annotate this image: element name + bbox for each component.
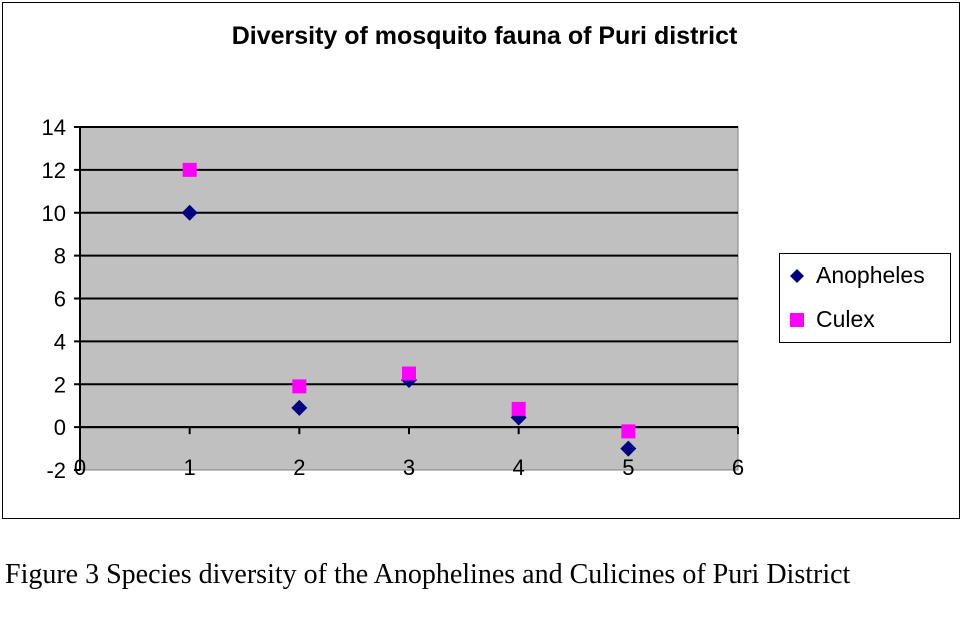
legend-item-culex: Culex [790, 306, 875, 333]
square-marker-icon [790, 306, 804, 333]
y-tick-label: 10 [42, 201, 66, 226]
chart-title: Diversity of mosquito fauna of Puri dist… [231, 22, 738, 50]
x-tick-label: 0 [74, 455, 86, 480]
legend: Anopheles Culex [779, 253, 951, 343]
anopheles-point [181, 204, 198, 221]
chart-frame [2, 2, 960, 519]
x-tick-label: 6 [732, 455, 744, 480]
legend-label: Culex [816, 306, 875, 332]
y-tick-label: 4 [54, 329, 66, 354]
x-tick-label: 5 [622, 455, 634, 480]
y-tick-label: 6 [54, 287, 66, 312]
y-tick-label: 12 [42, 158, 66, 183]
y-tick-label: 2 [54, 372, 66, 397]
x-tick-label: 4 [513, 455, 525, 480]
y-tick-label: 8 [54, 244, 66, 269]
figure-caption: Figure 3 Species diversity of the Anophe… [5, 559, 851, 590]
anopheles-point [620, 440, 637, 457]
y-tick-label: 0 [54, 415, 66, 440]
x-tick-label: 1 [184, 455, 196, 480]
legend-item-anopheles: Anopheles [790, 262, 925, 289]
culex-point [182, 162, 197, 177]
legend-label: Anopheles [816, 262, 925, 288]
x-tick-label: 2 [293, 455, 305, 480]
culex-point [621, 424, 636, 439]
diamond-marker-icon [790, 262, 804, 289]
culex-point [292, 379, 307, 394]
culex-point [511, 401, 526, 416]
anopheles-point [291, 399, 308, 416]
culex-point [402, 366, 416, 381]
x-tick-label: 3 [403, 455, 415, 480]
y-tick-label: 14 [42, 115, 66, 140]
y-tick-label: -2 [46, 458, 66, 483]
